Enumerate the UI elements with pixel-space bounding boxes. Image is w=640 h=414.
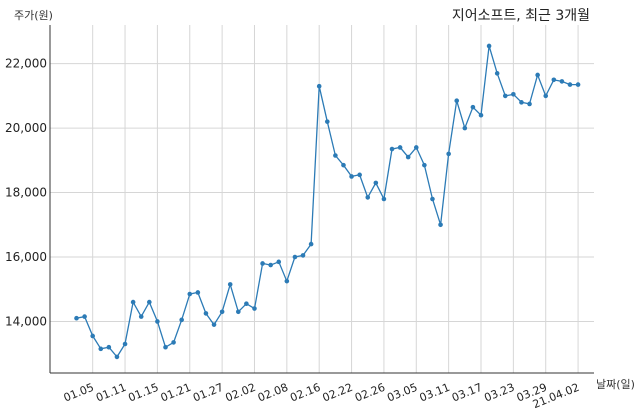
data-point: [244, 301, 249, 307]
data-point: [333, 153, 338, 158]
y-tick-label: 18,000: [5, 186, 47, 200]
data-point: [551, 77, 557, 83]
data-point: [430, 196, 435, 202]
data-point: [389, 146, 395, 152]
data-point: [575, 82, 581, 87]
data-point: [365, 195, 371, 200]
data-point: [324, 119, 330, 124]
gridlines: [50, 25, 594, 373]
axes: [49, 25, 594, 374]
data-point: [292, 254, 298, 260]
data-point: [349, 174, 354, 179]
data-point: [462, 125, 468, 131]
data-point: [511, 91, 516, 97]
data-point: [373, 180, 379, 186]
x-tick-label: 01.11: [94, 381, 128, 405]
x-tick-labels: 01.0501.1101.1501.2101.2702.0202.0802.16…: [62, 381, 581, 411]
data-point: [519, 100, 524, 105]
data-point: [219, 309, 225, 315]
x-tick-label: 01.05: [62, 381, 96, 405]
data-point: [163, 344, 168, 350]
data-point: [478, 112, 484, 118]
data-point: [187, 291, 193, 297]
data-point: [567, 82, 573, 87]
data-point: [446, 151, 451, 157]
data-point: [130, 299, 136, 305]
data-point: [227, 282, 233, 287]
x-tick-label: 02.16: [288, 381, 322, 405]
data-point: [138, 314, 144, 319]
data-point: [341, 162, 346, 168]
x-tick-label: 03.05: [385, 381, 419, 405]
data-point: [535, 72, 540, 78]
data-point: [82, 314, 87, 319]
data-point: [486, 43, 492, 49]
data-point: [179, 317, 184, 323]
price-points: [74, 43, 581, 360]
price-series: [76, 45, 579, 359]
data-point: [357, 172, 362, 178]
chart-title: 지어소프트, 최근 3개월: [452, 8, 590, 24]
y-tick-label: 16,000: [5, 250, 47, 264]
x-tick-label: 03.11: [418, 381, 452, 405]
data-point: [98, 346, 104, 352]
data-point: [195, 290, 201, 295]
data-point: [252, 306, 257, 311]
data-point: [155, 319, 160, 324]
data-point: [260, 261, 265, 266]
x-tick-label: 02.22: [321, 381, 355, 405]
data-point: [90, 333, 95, 339]
data-point: [405, 154, 411, 160]
y-tick-label: 22,000: [5, 57, 47, 71]
data-point: [454, 98, 460, 104]
data-point: [284, 278, 290, 284]
data-point: [203, 311, 209, 316]
data-point: [308, 241, 314, 247]
x-tick-label: 02.02: [224, 381, 258, 405]
data-point: [381, 196, 387, 202]
data-point: [114, 354, 120, 360]
x-tick-label: 02.08: [256, 381, 290, 405]
data-point: [422, 162, 427, 168]
data-point: [559, 79, 565, 84]
data-point: [268, 262, 273, 268]
data-point: [527, 101, 532, 107]
x-tick-label: 03.17: [450, 381, 484, 405]
data-point: [276, 259, 282, 265]
data-point: [171, 340, 176, 345]
y-axis-label: 주가(원): [14, 9, 53, 22]
data-point: [397, 145, 403, 150]
x-tick-label: 01.27: [191, 381, 225, 405]
y-tick-label: 20,000: [5, 121, 47, 135]
data-point: [494, 71, 500, 76]
data-point: [543, 93, 549, 99]
data-point: [211, 322, 217, 327]
data-point: [147, 299, 152, 305]
data-point: [236, 309, 241, 315]
x-axis-label: 날짜(일): [596, 377, 635, 391]
y-tick-label: 14,000: [5, 314, 47, 328]
data-point: [438, 222, 443, 228]
data-point: [470, 104, 476, 110]
data-point: [106, 344, 112, 350]
y-tick-labels: 14,000 16,000 18,000 20,000 22,000: [5, 57, 47, 329]
x-tick-label: 01.15: [126, 381, 160, 405]
x-tick-label: 03.23: [482, 381, 516, 405]
data-point: [74, 315, 79, 321]
x-tick-label: 01.21: [159, 381, 193, 405]
data-point: [300, 253, 306, 258]
data-point: [316, 83, 322, 89]
data-point: [122, 341, 128, 347]
x-tick-label: 02.26: [353, 381, 387, 405]
price-line: [76, 45, 579, 359]
data-point: [502, 93, 508, 99]
data-point: [413, 145, 419, 150]
